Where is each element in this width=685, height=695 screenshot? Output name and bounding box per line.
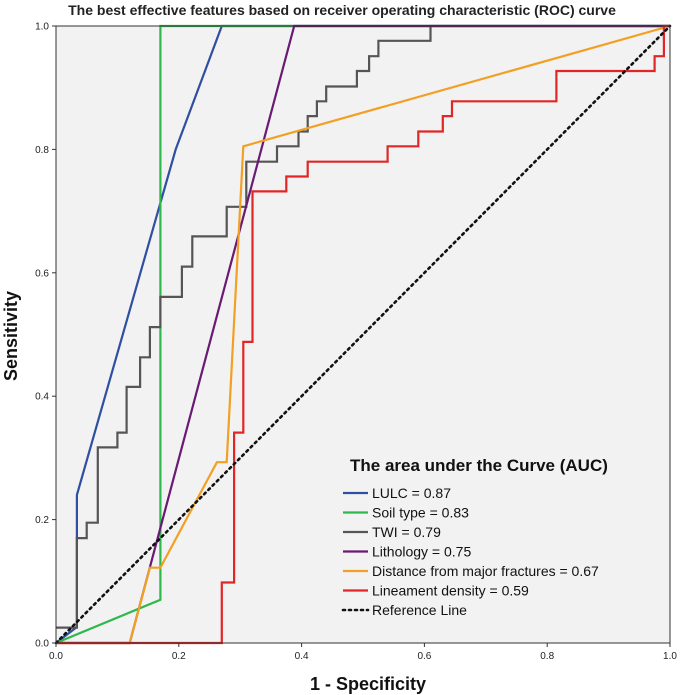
legend-label: Lithology = 0.75: [372, 544, 471, 560]
legend: The area under the Curve (AUC) LULC = 0.…: [341, 456, 608, 618]
chart-title: The best effective features based on rec…: [68, 2, 616, 18]
legend-title: The area under the Curve (AUC): [350, 456, 608, 475]
y-tick-label: 0.4: [35, 392, 49, 403]
legend-label: Lineament density = 0.59: [372, 583, 529, 599]
legend-label: Reference Line: [372, 602, 467, 618]
x-axis-title: 1 - Specificity: [310, 674, 426, 694]
legend-label: Distance from major fractures = 0.67: [372, 563, 599, 579]
y-tick-label: 1.0: [35, 22, 49, 33]
x-tick-label: 0.0: [49, 651, 63, 662]
y-tick-label: 0.2: [35, 515, 49, 526]
series-line-lineament-density: [56, 24, 670, 645]
series-line-distance-from-major-fractures: [56, 24, 671, 645]
legend-label: Soil type = 0.83: [372, 505, 469, 521]
x-axis-ticks: 0.0 0.2 0.4 0.6 0.8 1.0: [49, 643, 677, 662]
series-line-twi: [56, 24, 670, 629]
legend-label: TWI = 0.79: [372, 524, 441, 540]
x-tick-label: 1.0: [663, 651, 677, 662]
y-axis-ticks: 0.0 0.2 0.4 0.6 0.8 1.0: [35, 22, 56, 650]
plot-frame: [55, 25, 671, 644]
legend-label: LULC = 0.87: [372, 485, 451, 501]
y-tick-label: 0.8: [35, 145, 49, 156]
x-tick-label: 0.6: [417, 651, 431, 662]
x-tick-label: 0.4: [295, 651, 309, 662]
x-tick-label: 0.2: [172, 651, 186, 662]
legend-items: LULC = 0.87 Soil type = 0.83 TWI = 0.79 Lit…: [341, 485, 599, 618]
series-line-reference-line: [54, 24, 672, 645]
y-axis-title: Sensitivity: [1, 291, 21, 381]
y-tick-label: 0.0: [35, 639, 49, 650]
x-tick-label: 0.8: [540, 651, 554, 662]
y-tick-label: 0.6: [35, 268, 49, 279]
